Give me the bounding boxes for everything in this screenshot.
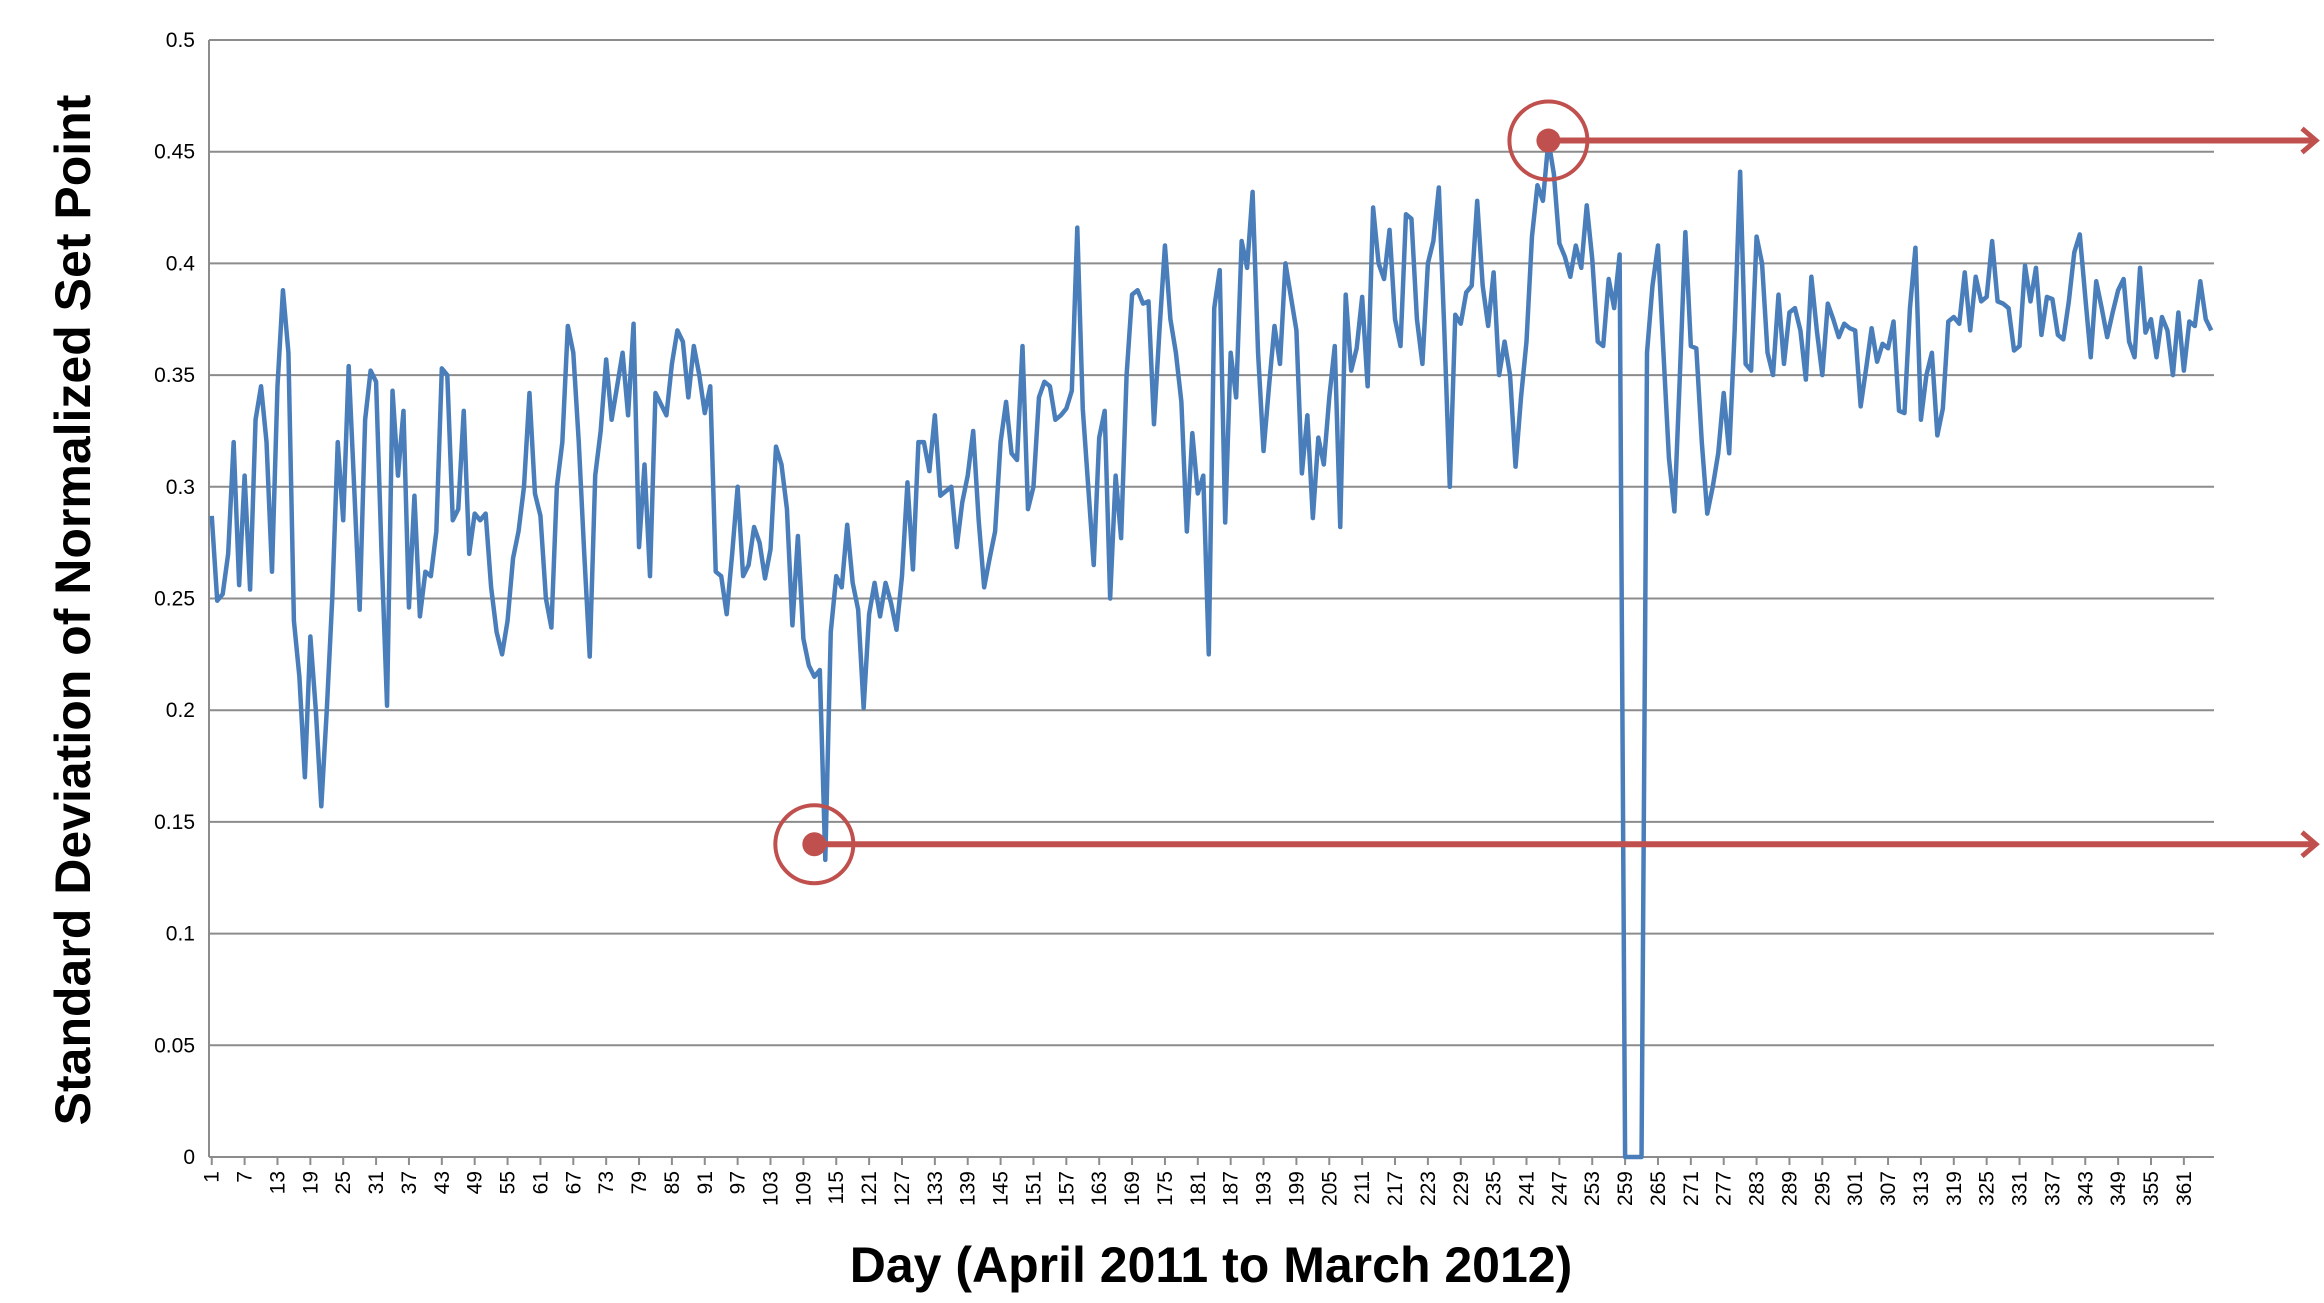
x-tick-label: 265 [1647,1171,1670,1206]
x-tick-label: 325 [1976,1171,1999,1206]
x-tick-label: 103 [760,1171,783,1206]
x-tick-label: 343 [2074,1171,2097,1206]
x-tick-label: 271 [1680,1171,1703,1206]
x-tick-label: 19 [299,1171,322,1194]
x-tick-label: 13 [266,1171,289,1194]
x-tick-label: 145 [990,1171,1013,1206]
x-tick-label: 43 [431,1171,454,1194]
highlight-dot [1536,128,1561,153]
arrow-head [2300,126,2320,155]
x-tick-label: 61 [529,1171,552,1194]
highlight-ring [1507,99,1590,182]
x-axis-label: Day (April 2011 to March 2012) [850,1237,1573,1293]
y-tick-label: 0.05 [154,1034,195,1057]
arrow-head [2300,830,2320,859]
x-tick-label: 241 [1515,1171,1538,1206]
x-tick-label: 337 [2041,1171,2064,1206]
highlight-dot [802,832,827,857]
x-tick-label: 205 [1318,1171,1341,1206]
y-tick-label: 0.45 [154,141,195,164]
y-tick-label: 0 [183,1146,195,1169]
x-tick-label: 193 [1253,1171,1276,1206]
y-tick-label: 0.15 [154,811,195,834]
x-tick-label: 229 [1450,1171,1473,1206]
highlight-ring [773,803,856,886]
x-tick-label: 253 [1581,1171,1604,1206]
y-tick-label: 0.35 [154,364,195,387]
data-line [209,138,2214,1160]
y-tick-label: 0.1 [166,923,195,946]
x-tick-label: 217 [1384,1171,1407,1206]
x-tick-label: 163 [1088,1171,1111,1206]
x-tick-label: 187 [1220,1171,1243,1206]
x-tick-label: 247 [1548,1171,1571,1206]
x-tick-label: 55 [497,1171,520,1194]
x-tick-label: 73 [595,1171,618,1194]
x-tick-label: 97 [727,1171,750,1194]
x-tick-label: 151 [1022,1171,1045,1206]
x-tick-label: 295 [1811,1171,1834,1206]
x-tick-label: 175 [1154,1171,1177,1206]
x-tick-label: 283 [1746,1171,1769,1206]
x-tick-label: 115 [825,1171,848,1204]
x-tick-label: 211 [1351,1171,1374,1204]
x-tick-label: 301 [1844,1171,1867,1206]
x-tick-label: 79 [628,1171,651,1194]
x-tick-label: 313 [1910,1171,1933,1206]
y-tick-label: 0.3 [166,476,195,499]
x-tick-label: 181 [1187,1171,1210,1206]
y-tick-label: 0.25 [154,588,195,611]
x-tick-label: 319 [1943,1171,1966,1206]
x-tick-label: 31 [365,1171,388,1194]
x-tick-label: 157 [1055,1171,1078,1206]
x-tick-label: 169 [1121,1171,1144,1206]
x-tick-label: 307 [1877,1171,1900,1206]
x-tick-label: 37 [398,1171,421,1194]
x-tick-label: 361 [2173,1171,2196,1206]
x-tick-label: 25 [332,1171,355,1194]
x-tick-label: 127 [891,1171,914,1206]
y-axis-label: Standard Deviation of Normalized Set Poi… [45,94,101,1125]
x-tick-label: 223 [1417,1171,1440,1206]
x-tick-label: 1 [201,1171,224,1183]
x-tick-label: 355 [2140,1171,2163,1206]
x-tick-label: 133 [924,1171,947,1206]
x-tick-label: 85 [661,1171,684,1194]
x-tick-label: 67 [562,1171,585,1194]
y-tick-label: 0.2 [166,699,195,722]
x-tick-label: 139 [957,1171,980,1206]
x-tick-label: 121 [858,1171,881,1206]
x-tick-label: 49 [464,1171,487,1194]
x-tick-label: 331 [2009,1171,2032,1206]
x-tick-label: 91 [694,1171,717,1194]
y-tick-label: 0.5 [166,29,195,52]
y-tick-label: 0.4 [166,252,196,275]
x-tick-label: 7 [234,1171,257,1183]
x-tick-label: 289 [1778,1171,1801,1206]
x-tick-label: 199 [1285,1171,1308,1206]
x-tick-label: 277 [1713,1171,1736,1206]
x-tick-label: 235 [1483,1171,1506,1206]
x-tick-label: 259 [1614,1171,1637,1206]
x-tick-label: 109 [792,1171,815,1206]
x-tick-label: 349 [2107,1171,2130,1206]
